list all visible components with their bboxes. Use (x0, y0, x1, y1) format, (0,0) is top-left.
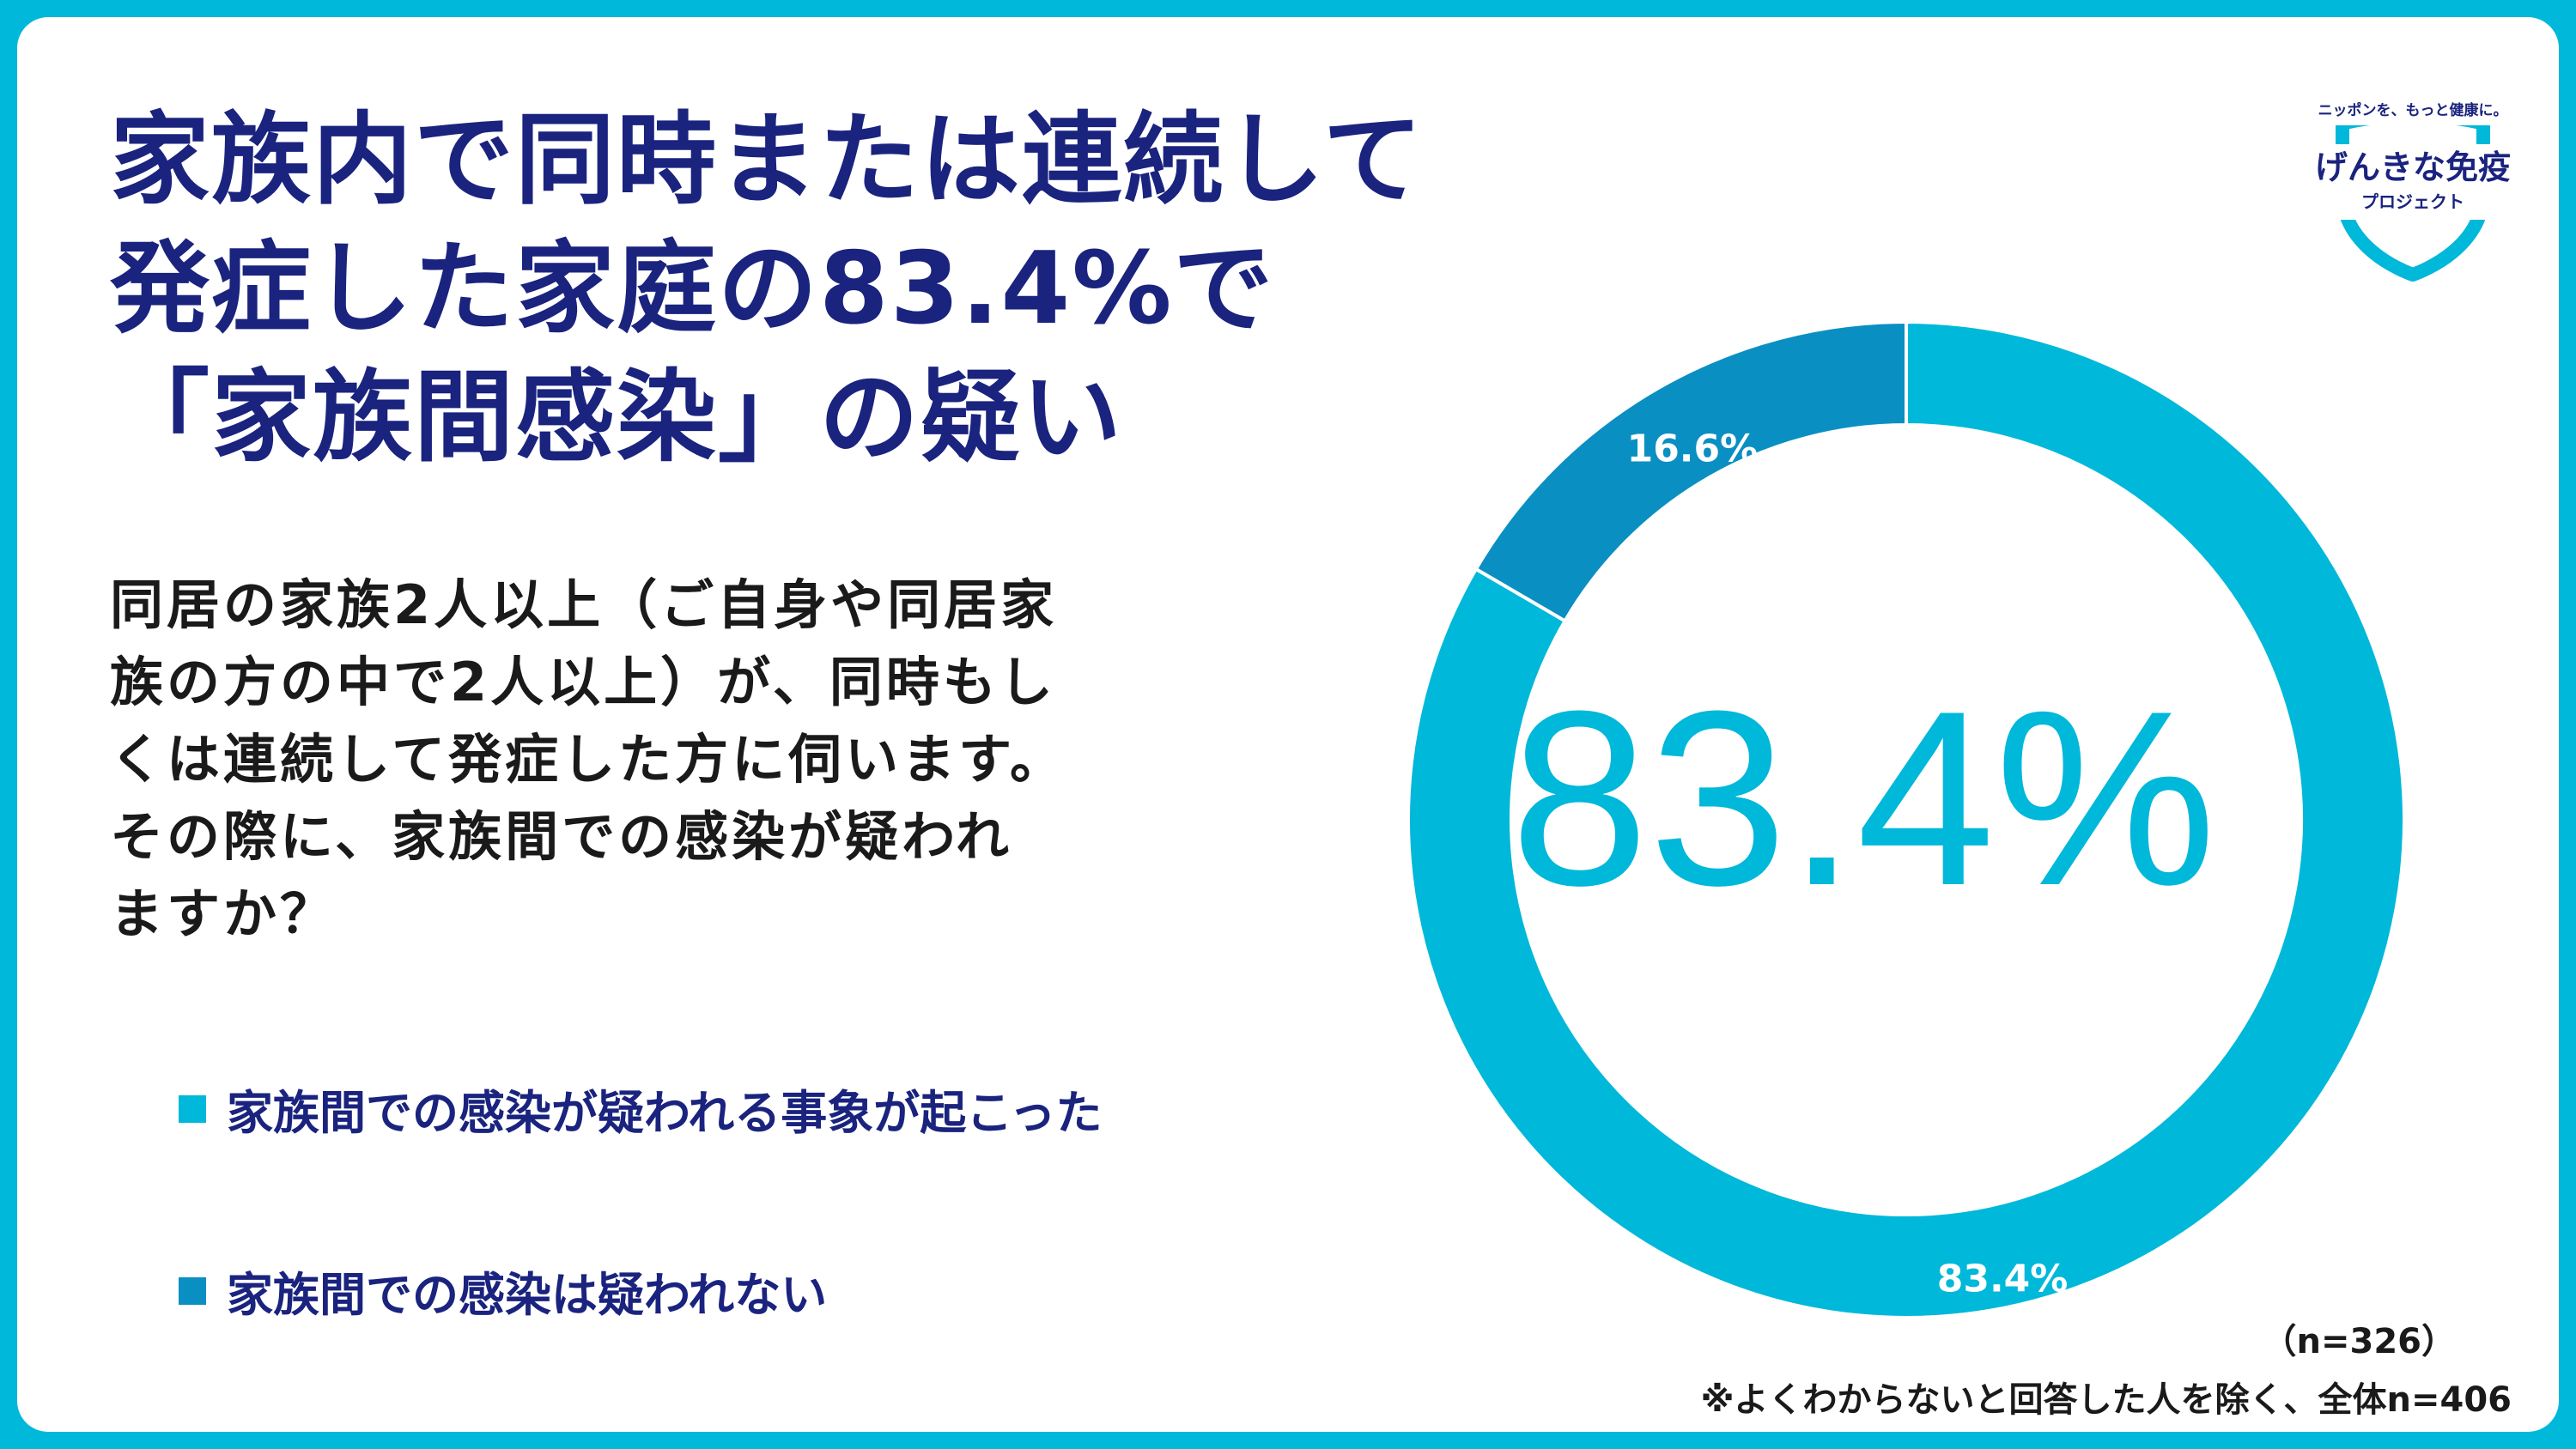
title-line: 「家族間感染」の疑い (110, 360, 1123, 476)
legend-item-suspected: 家族間での感染が疑われる事象が起こった (179, 1075, 1103, 1143)
logo-tagline: ニッポンを、もっと健康に。 (2318, 101, 2508, 119)
legend-label-not-suspected: 家族間での感染は疑われない (227, 1268, 828, 1322)
legend-label-suspected: 家族間での感染が疑われる事象が起こった (227, 1086, 1103, 1140)
sample-size: （n=326） (2262, 1322, 2457, 1361)
data-label-not-suspected: 16.6% (1627, 427, 1759, 470)
question-line: くは連続して発症した方に伺います。 (110, 728, 1066, 791)
center-percentage: 83.4% (1510, 659, 2216, 937)
logo-name: げんきな免疫 (2315, 149, 2511, 186)
question-line: ますか？ (110, 882, 337, 945)
question-line: 同居の家族2人以上（ご自身や同居家 (110, 573, 1058, 636)
donut-chart: 83.4% 16.6% 83.4% (1406, 319, 2406, 1319)
footnote: ※よくわからないと回答した人を除く、全体n=406 (1700, 1380, 2512, 1420)
project-logo: ニッポンを、もっと健康に。 げんきな免疫 プロジェクト (2310, 91, 2516, 282)
legend-swatch-suspected (179, 1094, 206, 1123)
slide-card: 家族内で同時または連続して 発症した家庭の83.4%で 「家族間感染」の疑い 同… (17, 17, 2559, 1432)
donut-slice-suspected (1406, 319, 2406, 1319)
logo-sub: プロジェクト (2361, 191, 2464, 212)
question-line: 族の方の中で2人以上）が、同時もし (110, 651, 1056, 713)
data-label-suspected: 83.4% (1937, 1257, 2069, 1300)
donut-slice-not-suspected (1473, 319, 1908, 624)
legend-swatch-not-suspected (179, 1276, 206, 1305)
survey-question: 同居の家族2人以上（ご自身や同居家 族の方の中で2人以上）が、同時もし くは連続… (110, 567, 1295, 953)
title-line: 家族内で同時または連続して (110, 102, 1425, 218)
title-line: 発症した家庭の83.4%で (110, 231, 1275, 347)
slide-title: 家族内で同時または連続して 発症した家庭の83.4%で 「家族間感染」の疑い (110, 96, 1570, 482)
question-line: その際に、家族間での感染が疑われ (110, 805, 1013, 868)
legend-item-not-suspected: 家族間での感染は疑われない (179, 1257, 827, 1325)
